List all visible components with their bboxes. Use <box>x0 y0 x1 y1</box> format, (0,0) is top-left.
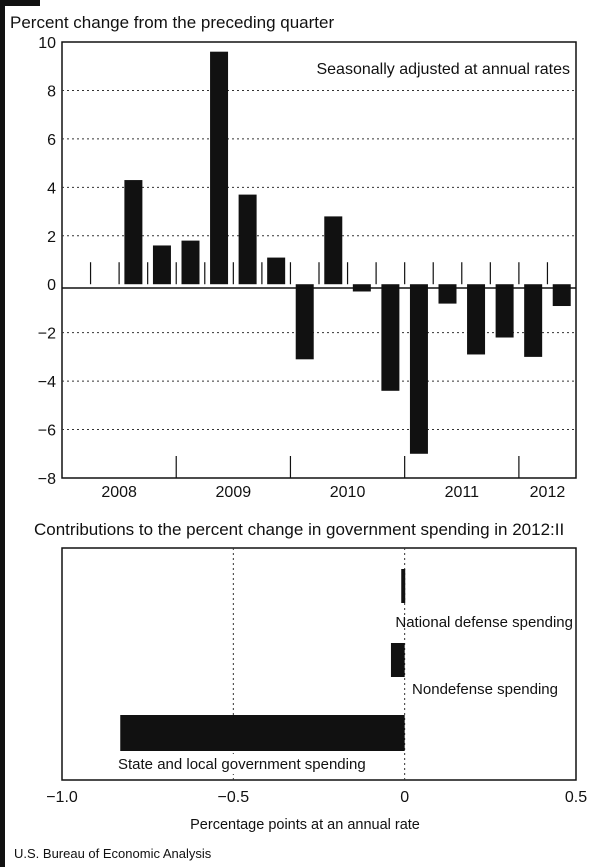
top-y-tick-label: −6 <box>38 423 56 440</box>
top-chart-title: Percent change from the preceding quarte… <box>10 13 334 32</box>
bottom-x-tick-label: 0.5 <box>565 789 587 806</box>
bottom-bar <box>120 715 405 751</box>
top-bar <box>409 284 428 454</box>
bottom-chart: Contributions to the percent change in g… <box>34 520 587 833</box>
top-frame-rule <box>0 0 40 6</box>
bottom-bar-labels: National defense spending Nondefense spen… <box>112 614 573 774</box>
source-note: U.S. Bureau of Economic Analysis <box>14 846 212 861</box>
bottom-bar-label-bg <box>112 754 404 774</box>
bottom-x-tick-label: −0.5 <box>218 789 250 806</box>
top-gridlines <box>62 89 576 431</box>
top-bar <box>267 257 286 285</box>
top-bar <box>438 284 457 304</box>
top-bar <box>495 284 514 338</box>
bottom-x-axis-label: Percentage points at an annual rate <box>190 817 420 833</box>
top-plot-area <box>61 41 577 479</box>
top-bar <box>295 284 314 360</box>
left-frame-rule <box>0 0 5 867</box>
bottom-x-tick-label: 0 <box>400 789 409 806</box>
bottom-bar-label: State and local government spending <box>118 756 366 773</box>
top-bar <box>467 284 486 355</box>
top-year-label: 2012 <box>530 484 566 501</box>
bottom-chart-title: Contributions to the percent change in g… <box>34 520 564 539</box>
top-bar <box>238 194 257 285</box>
top-bar <box>324 216 343 285</box>
top-y-tick-label: 6 <box>47 132 56 149</box>
top-y-tick-label: −4 <box>38 374 56 391</box>
bottom-bar <box>401 569 406 603</box>
top-y-tick-label: −2 <box>38 326 56 343</box>
top-bar <box>381 284 400 391</box>
top-y-tick-label: 8 <box>47 83 56 100</box>
top-y-tick-label: −8 <box>38 471 56 488</box>
top-bar <box>124 180 143 285</box>
top-y-axis: −8 −6 −4 −2 0 2 4 6 8 10 <box>38 35 56 488</box>
top-bar <box>524 284 543 357</box>
top-bar <box>152 245 171 285</box>
bottom-bar-label: Nondefense spending <box>412 681 558 698</box>
bottom-plot-area <box>61 547 577 781</box>
top-y-tick-label: 0 <box>47 277 56 294</box>
top-quarter-ticks <box>89 262 549 478</box>
top-bar <box>181 240 200 285</box>
top-y-tick-label: 2 <box>47 229 56 246</box>
bottom-x-tick-label: −1.0 <box>46 789 78 806</box>
top-bars <box>124 51 571 454</box>
bottom-bars <box>120 569 406 751</box>
top-year-label: 2008 <box>101 484 137 501</box>
top-bar <box>210 51 229 285</box>
top-year-label: 2011 <box>445 484 480 501</box>
top-annotation: Seasonally adjusted at annual rates <box>316 61 570 78</box>
top-y-tick-label: 10 <box>38 35 56 52</box>
top-bar <box>552 284 571 307</box>
top-chart: Percent change from the preceding quarte… <box>10 13 577 501</box>
bottom-bar <box>390 643 405 677</box>
top-annotation-bg <box>268 54 572 82</box>
top-year-label: 2010 <box>330 484 366 501</box>
top-y-tick-label: 4 <box>47 180 56 197</box>
bottom-bar-label: National defense spending <box>395 614 573 631</box>
bottom-x-axis: −1.0 −0.5 0 0.5 <box>46 789 587 806</box>
top-year-label: 2009 <box>216 484 252 501</box>
top-x-axis-years: 2008 2009 2010 2011 2012 <box>101 484 565 501</box>
